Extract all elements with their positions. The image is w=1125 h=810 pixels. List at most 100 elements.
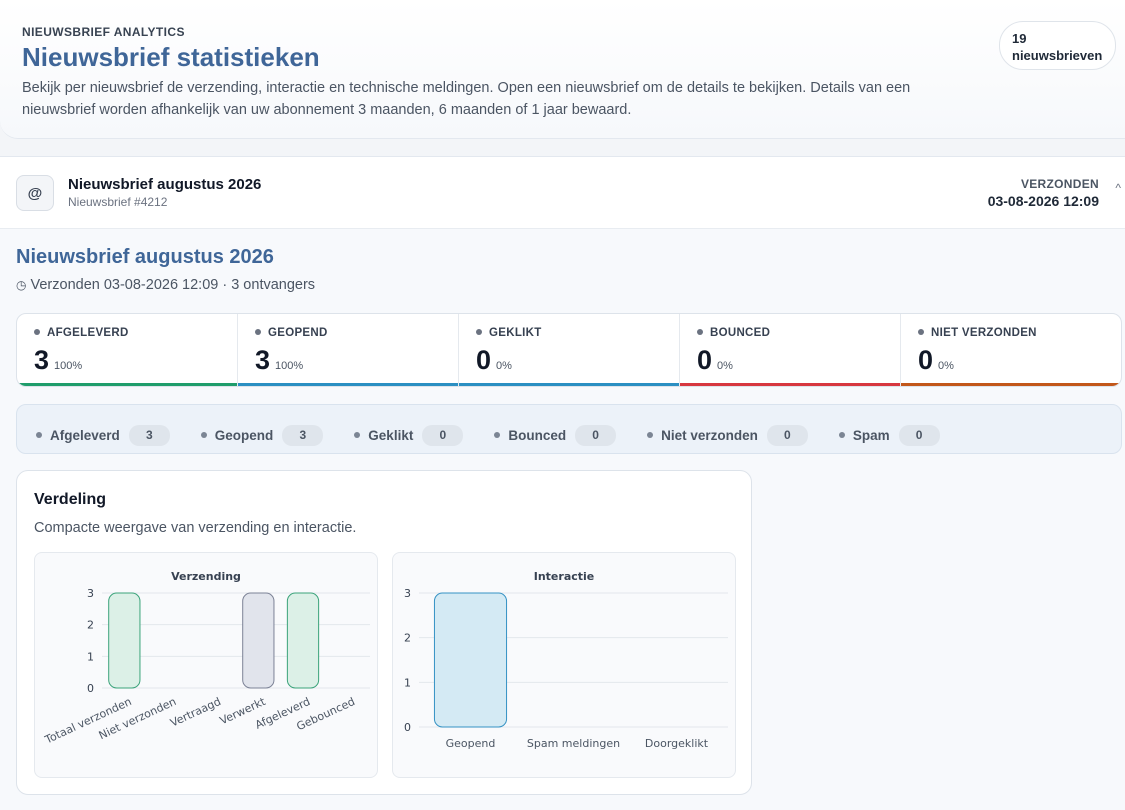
chart-title: Verzending [171, 570, 241, 583]
detail-meta: ◷ Verzonden 03-08-2026 12:09 · 3 ontvange… [16, 277, 315, 293]
chip-geopend[interactable]: Geopend 3 [200, 424, 324, 446]
distribution-title: Verdeling [34, 491, 107, 508]
stat-accent-bar [459, 383, 679, 386]
status-dot-icon [354, 432, 361, 438]
status-dot-icon [255, 329, 261, 335]
status-dot-icon [697, 329, 703, 335]
y-tick-label: 0 [404, 721, 411, 734]
stat-label: BOUNCED [710, 327, 771, 339]
bar [108, 592, 141, 689]
y-tick-label: 1 [87, 650, 94, 663]
status-dot-icon [494, 432, 501, 438]
chip-count: 3 [128, 424, 170, 446]
newsletter-card: @ Nieuwsbrief augustus 2026 Nieuwsbrief … [0, 156, 1125, 810]
chip-count: 0 [422, 424, 464, 446]
status-dot-icon [647, 432, 654, 438]
header-card: NIEUWSBRIEF ANALYTICS Nieuwsbrief statis… [0, 0, 1125, 139]
newsletter-name: Nieuwsbrief augustus 2026 [68, 176, 262, 193]
chip-niet-verzonden[interactable]: Niet verzonden 0 [647, 424, 808, 446]
newsletter-count-badge: 19 nieuwsbrieven [999, 21, 1116, 70]
x-tick-label: Vertraagd [168, 695, 223, 730]
verzending-chart: Verzending 0 1 2 3 Totaal verzonden Niet verz… [34, 552, 378, 778]
stats-row: AFGELEVERD 3 100% GEOPEND 3 100% GEKLIKT 0… [16, 313, 1122, 387]
chip-count: 0 [766, 424, 808, 446]
stat-accent-bar [238, 383, 458, 386]
chip-bounced[interactable]: Bounced 0 [494, 424, 617, 446]
stat-geopend: GEOPEND 3 100% [238, 314, 459, 386]
newsletter-count-number: 19 [1012, 31, 1027, 46]
status-dot-icon [34, 329, 40, 335]
stat-afgeleverd: AFGELEVERD 3 100% [17, 314, 238, 386]
stat-bounced: BOUNCED 0 0% [680, 314, 901, 386]
stat-value: 0 [918, 345, 934, 375]
stat-percent: 100% [54, 360, 83, 372]
chip-afgeleverd[interactable]: Afgeleverd 3 [36, 424, 170, 446]
chip-spam[interactable]: Spam 0 [838, 424, 940, 446]
stat-value: 0 [476, 345, 492, 375]
x-tick-label: Spam meldingen [527, 737, 620, 750]
x-tick-label: Geopend [446, 737, 496, 750]
chevron-up-icon[interactable]: ^ [1115, 181, 1121, 195]
y-tick-label: 1 [404, 676, 411, 689]
y-tick-label: 0 [87, 682, 94, 695]
chip-label: Geklikt [368, 427, 414, 443]
chip-count: 3 [282, 424, 324, 446]
bar [286, 592, 320, 689]
page-description: Bekijk per nieuwsbrief de verzending, in… [22, 80, 911, 118]
at-icon: @ [16, 175, 54, 211]
stat-percent: 0% [496, 360, 512, 372]
section-eyebrow: NIEUWSBRIEF ANALYTICS [22, 25, 185, 39]
chip-label: Geopend [214, 427, 274, 443]
stat-niet-verzonden: NIET VERZONDEN 0 0% [901, 314, 1121, 386]
newsletter-count-label: nieuwsbrieven [1012, 48, 1103, 63]
detail-meta-text: Verzonden 03-08-2026 12:09 · 3 ontvanger… [30, 277, 316, 293]
status-dot-icon [476, 329, 482, 335]
chip-geklikt[interactable]: Geklikt 0 [354, 424, 464, 446]
chip-label: Niet verzonden [661, 427, 758, 443]
stat-percent: 0% [717, 360, 733, 372]
chip-label: Afgeleverd [50, 427, 120, 443]
y-tick-label: 3 [404, 587, 411, 600]
distribution-subtitle: Compacte weergave van verzending en inte… [34, 520, 357, 536]
stat-percent: 0% [938, 360, 954, 372]
chip-count: 0 [575, 424, 617, 446]
chip-count: 0 [898, 424, 940, 446]
stat-label: GEKLIKT [489, 327, 542, 339]
stat-label: GEOPEND [268, 327, 328, 339]
x-tick-label: Niet verzonden [97, 695, 179, 742]
stat-label: NIET VERZONDEN [931, 327, 1037, 339]
chip-label: Spam [852, 427, 890, 443]
stat-accent-bar [680, 383, 900, 386]
clock-icon: ◷ [16, 278, 27, 292]
status-dot-icon [200, 432, 207, 438]
x-tick-label: Doorgeklikt [645, 737, 709, 750]
newsletter-id: Nieuwsbrief #4212 [68, 195, 168, 209]
chart-svg: 0 1 2 3 Geopend Spam meldingen Doorgeklikt [404, 587, 728, 750]
distribution-card: Verdeling Compacte weergave van verzendi… [16, 470, 752, 795]
stat-label: AFGELEVERD [47, 327, 129, 339]
chip-label: Bounced [508, 427, 567, 443]
detail-title: Nieuwsbrief augustus 2026 [16, 246, 274, 268]
chart-title: Interactie [533, 570, 595, 583]
sent-label: VERZONDEN [1020, 177, 1099, 191]
y-tick-label: 3 [87, 587, 94, 600]
bar [433, 592, 508, 728]
status-filter-chips: Afgeleverd 3 Geopend 3 Geklikt 0 Bounced 0 N… [16, 404, 1122, 454]
stat-value: 3 [34, 345, 50, 375]
stat-accent-bar [17, 383, 237, 386]
page-title: Nieuwsbrief statistieken [22, 42, 320, 72]
status-dot-icon [918, 329, 924, 335]
interactie-chart: Interactie 0 1 2 3 Geopend Spam meldingen Door… [392, 552, 736, 778]
y-tick-label: 2 [404, 632, 411, 645]
stat-geklikt: GEKLIKT 0 0% [459, 314, 680, 386]
newsletter-header[interactable]: @ Nieuwsbrief augustus 2026 Nieuwsbrief … [0, 157, 1125, 229]
stat-accent-bar [901, 383, 1121, 386]
y-tick-label: 2 [87, 619, 94, 632]
stat-value: 0 [697, 345, 713, 375]
status-dot-icon [36, 432, 42, 438]
status-dot-icon [838, 432, 845, 438]
stat-percent: 100% [275, 360, 304, 372]
stat-value: 3 [255, 345, 271, 375]
bar [242, 592, 275, 689]
